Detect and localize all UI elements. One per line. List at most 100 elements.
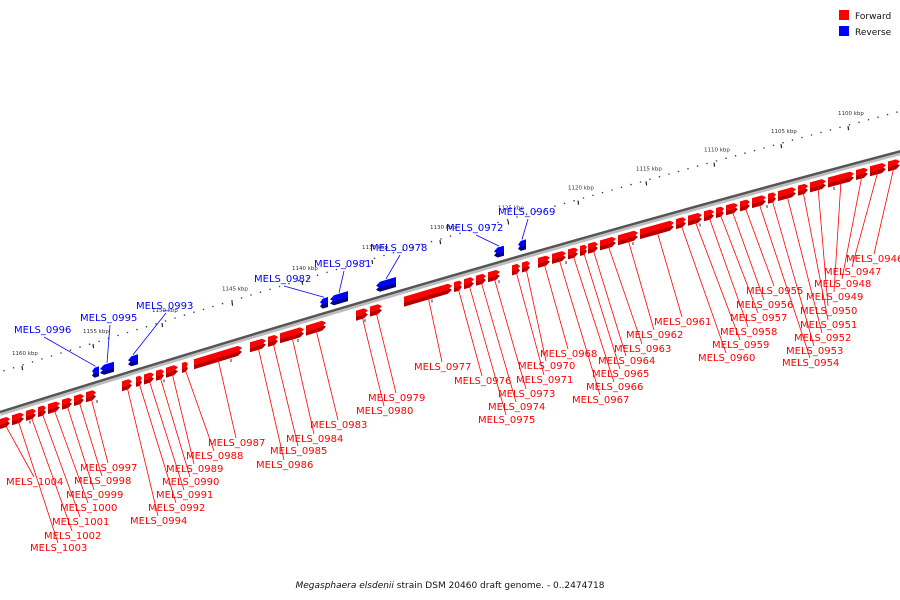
gene-feature-MELS_0956 <box>726 203 738 216</box>
gene-label-text: MELS_0966 <box>586 382 643 393</box>
gene-feature-MELS_0982 <box>320 297 328 309</box>
gene-feature-MELS_1000 <box>48 401 60 414</box>
gene-label-MELS_0951: MELS_0951 <box>800 191 857 331</box>
scale-dot <box>183 314 186 316</box>
scale-dot <box>392 251 395 254</box>
scale-tick <box>439 240 442 245</box>
gene-label-text: MELS_0973 <box>498 389 555 400</box>
gene-label-text: MELS_0983 <box>310 420 367 431</box>
scale-dot <box>487 224 490 226</box>
legend-forward-label: Forward <box>855 12 891 22</box>
gene-label-text: MELS_0974 <box>488 402 545 413</box>
scale-dot <box>715 160 718 162</box>
gene-label-MELS_1002: MELS_1002 <box>30 416 101 542</box>
scale-dot <box>763 147 765 149</box>
scale-dot <box>516 216 518 218</box>
scale-dot <box>22 364 24 366</box>
scale-dot <box>411 246 414 248</box>
gene-label-MELS_0987: MELS_0987 <box>208 358 265 449</box>
scale-tick <box>92 344 95 349</box>
leader-line <box>171 372 195 465</box>
leader-line <box>4 424 35 478</box>
scale-dot <box>601 191 604 194</box>
gene-feature-MELS_0947 <box>870 163 886 177</box>
gene-label-text: MELS_1003 <box>30 543 87 554</box>
scale-dot <box>573 199 575 202</box>
leader-line <box>17 420 59 544</box>
scale-dot <box>687 168 689 170</box>
scale-dot <box>658 175 661 178</box>
scale-dot <box>535 210 537 213</box>
gene-label-text: MELS_0970 <box>518 361 575 372</box>
leader-line <box>572 254 615 383</box>
leader-line <box>457 287 483 377</box>
scale-dot <box>12 367 15 369</box>
scale-dot <box>174 317 176 319</box>
gene-label-MELS_0989: MELS_0989 <box>166 372 223 475</box>
gene-label-MELS_0963: MELS_0963 <box>607 244 671 355</box>
scale-dot <box>820 131 822 134</box>
gene-feature-MELS_0988 <box>182 361 188 373</box>
leader-line <box>744 206 775 287</box>
scale-dot <box>164 320 167 322</box>
scale-tick-label: 1150 kbp <box>152 308 178 314</box>
scale-dot <box>877 116 879 118</box>
gene-label-MELS_0952: MELS_0952 <box>786 195 851 344</box>
gene-label-text: MELS_0972 <box>446 223 503 234</box>
leader-line <box>315 329 339 421</box>
scale-dot <box>791 139 794 141</box>
gene-label-MELS_1000: MELS_1000 <box>53 409 117 514</box>
gene-label-MELS_0984: MELS_0984 <box>286 336 343 445</box>
leader-line <box>41 412 81 518</box>
scale-tick-label: 1160 kbp <box>12 351 38 357</box>
scale-dot <box>782 141 784 144</box>
gene-label-text: MELS_0947 <box>824 267 881 278</box>
gene-feature-MELS_0974 <box>476 273 486 286</box>
leader-line <box>680 224 727 354</box>
gene-label-text: MELS_0964 <box>598 356 655 367</box>
gene-label-text: MELS_0978 <box>370 243 427 254</box>
scale-dot <box>896 111 898 113</box>
gene-label-text: MELS_0968 <box>540 349 597 360</box>
leader-line <box>521 218 529 240</box>
gene-label-text: MELS_0990 <box>162 477 219 488</box>
gene-label-MELS_0986: MELS_0986 <box>256 346 313 471</box>
gene-feature-MELS_0960 <box>676 217 686 230</box>
scale-dot <box>126 331 129 334</box>
scale-dot <box>60 352 62 354</box>
scale-tick-label: 1115 kbp <box>636 166 662 172</box>
scale-dot <box>88 343 91 346</box>
scale-dot <box>297 280 300 282</box>
gene-label-MELS_0960: MELS_0960 <box>680 224 755 364</box>
gene-label-MELS_0967: MELS_0967 <box>558 258 629 406</box>
gene-feature-MELS_0969 <box>518 239 526 251</box>
gene-label-MELS_0962: MELS_0962 <box>626 239 683 341</box>
scale-dot <box>421 243 423 246</box>
gene-feature-MELS_1001 <box>38 405 46 418</box>
gene-label-text: MELS_0946 <box>846 254 900 265</box>
leader-line <box>656 231 683 318</box>
scale-tick <box>301 280 304 285</box>
scale-tick-label: 1145 kbp <box>222 287 248 293</box>
gene-label-text: MELS_0993 <box>136 301 193 312</box>
gene-label-text: MELS_0960 <box>698 353 755 364</box>
gene-label-text: MELS_0986 <box>256 460 313 471</box>
scale-tick-label: 1135 kbp <box>362 245 388 251</box>
gene-label-MELS_1004: MELS_1004 <box>4 424 63 488</box>
gene-label-text: MELS_0981 <box>314 259 371 270</box>
scale-dot <box>497 221 499 224</box>
gene-feature-MELS_0979 <box>370 304 382 317</box>
leader-line <box>126 386 159 517</box>
gene-label-MELS_0950: MELS_0950 <box>800 187 857 317</box>
gene-label-MELS_0966: MELS_0966 <box>572 254 643 393</box>
scale-tick <box>231 301 234 306</box>
scale-dot <box>354 263 357 265</box>
gene-feature-MELS_0985 <box>268 335 278 347</box>
gene-label-MELS_0978: MELS_0978 <box>370 243 427 280</box>
gene-feature-MELS_0962 <box>618 230 638 246</box>
leader-line <box>771 199 815 347</box>
gene-label-text: MELS_0963 <box>614 344 671 355</box>
gene-feature-MELS_0965 <box>580 244 587 256</box>
leader-line <box>758 203 811 359</box>
